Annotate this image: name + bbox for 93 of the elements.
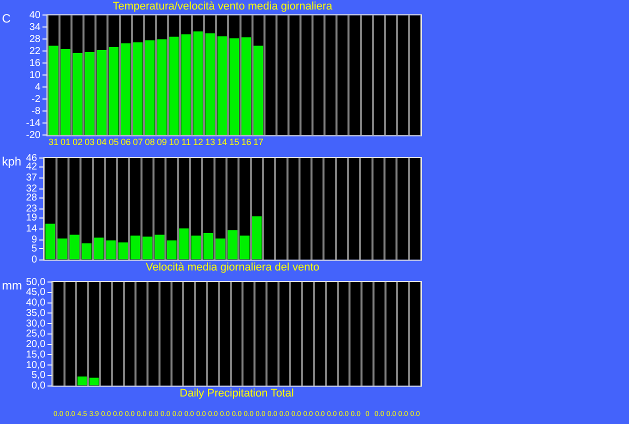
y-tick-label: 5	[32, 243, 38, 254]
y-tick-label: -20	[26, 130, 41, 141]
bar	[229, 38, 240, 136]
y-tick-label: 0,0	[32, 380, 46, 392]
y-tick-label: 10	[29, 70, 41, 81]
bar	[252, 216, 262, 260]
bar	[60, 49, 70, 136]
x-tick-label: 04	[96, 137, 107, 148]
bar	[154, 234, 164, 260]
bar	[228, 230, 238, 260]
bar	[70, 234, 80, 260]
bar	[120, 43, 131, 136]
bar	[96, 50, 106, 136]
y-tick-label: 5,0	[32, 370, 46, 382]
bar	[193, 31, 203, 136]
x-tick-label: 08	[144, 137, 155, 148]
y-tick-label: 15,0	[26, 349, 46, 360]
bar	[169, 36, 179, 136]
bar	[57, 238, 68, 260]
bar	[157, 39, 167, 136]
y-tick-label: 4	[34, 82, 41, 93]
x-tick-label: 07	[132, 137, 143, 148]
bar	[241, 37, 252, 136]
x-tick-label: 01	[60, 137, 71, 148]
x-tick-label: 10	[168, 137, 179, 148]
y-tick-label: 40	[29, 10, 41, 21]
x-tick-label: 15	[229, 137, 240, 148]
bar	[72, 53, 82, 136]
y-tick-label: 34	[29, 22, 41, 33]
bar	[254, 46, 264, 136]
bar	[191, 236, 201, 260]
y-tick-label: 20,0	[26, 339, 46, 350]
x-tick-label: 05	[108, 137, 119, 148]
y-tick-label: 46	[26, 152, 38, 164]
y-tick-label: -2	[32, 94, 41, 105]
y-tick-label: -8	[32, 106, 41, 117]
y-axis-title: mm	[2, 278, 22, 292]
bar	[130, 236, 140, 260]
x-tick-label: 16	[241, 137, 252, 148]
y-tick-label: 32	[26, 184, 38, 195]
bar	[216, 238, 226, 260]
x-tick-label: 06	[120, 137, 131, 148]
x-tick-label: 14	[217, 137, 228, 148]
y-tick-label: -14	[26, 118, 41, 129]
bar	[118, 242, 128, 260]
y-tick-label: 23	[26, 204, 38, 215]
y-tick-label: 30,0	[26, 318, 46, 330]
y-tick-label: 10,0	[26, 360, 46, 371]
bar	[203, 233, 214, 260]
bar	[133, 42, 143, 136]
bar	[84, 52, 94, 136]
bar	[179, 228, 189, 260]
y-tick-label: 14	[26, 224, 38, 235]
bar	[108, 47, 119, 136]
y-tick-label: 9	[32, 234, 38, 246]
bar	[166, 240, 177, 260]
bar	[217, 36, 227, 136]
x-tick-label: 12	[193, 137, 204, 148]
y-tick-label: 37	[26, 172, 38, 184]
y-tick-label: 22	[29, 46, 41, 57]
x-tick-label: 09	[156, 137, 167, 148]
bar	[94, 238, 104, 260]
bar	[205, 33, 215, 136]
x-tick-label: 02	[72, 137, 83, 148]
bar	[145, 40, 155, 136]
y-axis-title: kph	[2, 154, 22, 168]
y-axis-title: C	[2, 12, 11, 26]
x-tick-label: 13	[205, 137, 216, 148]
chart-title: Temperatura/velocità vento media giornaliera	[112, 0, 334, 13]
bar	[240, 236, 250, 260]
y-tick-label: 42	[26, 162, 38, 173]
y-tick-label: 19	[26, 212, 38, 224]
y-tick-label: 16	[29, 58, 41, 69]
bar	[48, 46, 58, 136]
y-tick-label: 28	[26, 192, 38, 204]
y-tick-label: 25,0	[26, 328, 46, 340]
bar	[142, 236, 152, 260]
y-tick-label: 40,0	[26, 298, 46, 309]
x-axis-title: Velocità media giornaliera del vento	[146, 261, 320, 274]
bar	[181, 34, 191, 136]
bar	[82, 243, 92, 260]
bar	[45, 224, 56, 260]
y-tick-label: 50,0	[26, 276, 46, 288]
x-tick-label: 31	[48, 137, 58, 148]
y-tick-label: 35,0	[26, 308, 46, 319]
x-axis-title: Daily Precipitation Total	[180, 387, 294, 400]
x-tick-label: 03	[84, 137, 95, 148]
y-tick-label: 28	[29, 34, 41, 45]
y-tick-label: 0	[32, 254, 38, 266]
bar	[106, 240, 116, 260]
y-tick-label: 45,0	[26, 287, 46, 298]
x-tick-label: 11	[181, 137, 191, 148]
x-tick-label: 17	[253, 137, 264, 148]
